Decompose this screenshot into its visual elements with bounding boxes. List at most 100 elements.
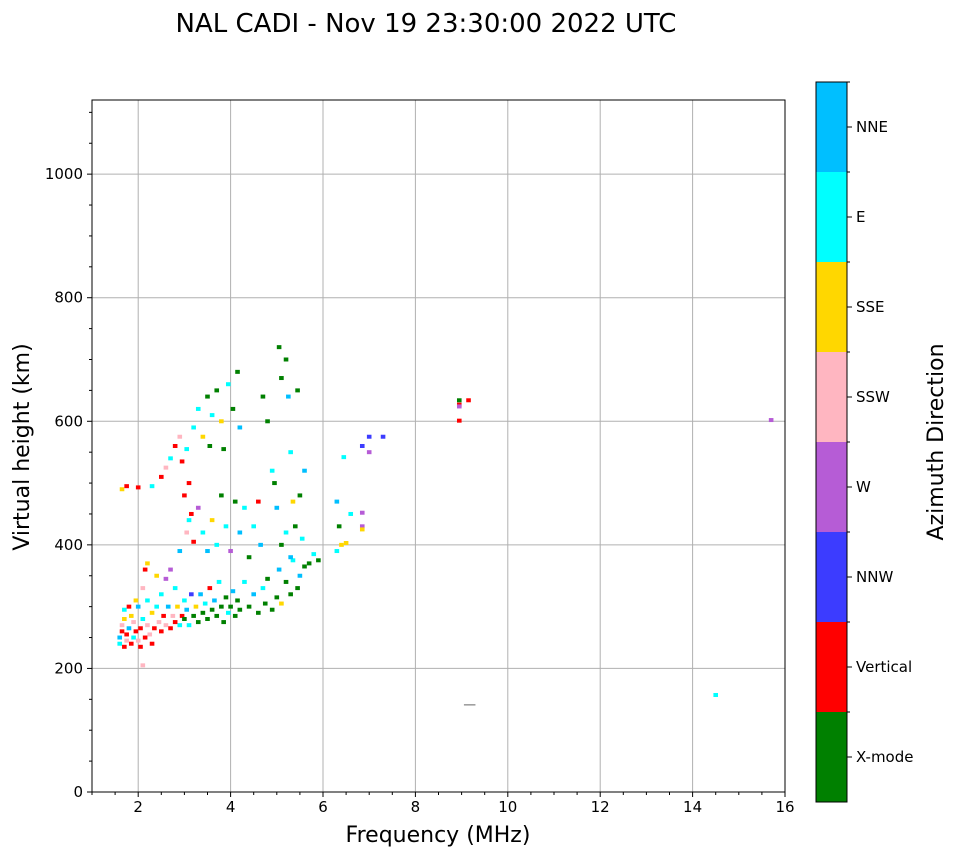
data-point-nne	[126, 626, 132, 631]
data-point-nne	[205, 549, 210, 554]
data-point-nne	[237, 425, 243, 430]
data-point-ssw	[184, 530, 190, 535]
data-point-x-mode	[205, 394, 210, 399]
colorbar-segment-nnw	[816, 532, 847, 622]
data-point-e	[242, 505, 247, 510]
data-point-x-mode	[272, 481, 277, 486]
data-point-e	[186, 518, 192, 523]
x-tick-label: 12	[591, 798, 610, 816]
data-point-e	[195, 406, 201, 411]
data-point-vertical	[142, 635, 148, 640]
data-point-x-mode	[200, 610, 206, 615]
data-point-x-mode	[283, 357, 289, 362]
data-point-sse	[154, 573, 159, 578]
data-point-vertical	[159, 474, 164, 479]
data-point-x-mode	[276, 345, 282, 350]
data-point-w	[195, 505, 201, 510]
data-point-sse	[122, 617, 127, 621]
data-point-vertical	[142, 567, 148, 572]
data-point-x-mode	[237, 607, 243, 612]
colorbar-label-e: E	[856, 208, 865, 226]
data-point-e	[283, 530, 289, 535]
data-point-e	[117, 641, 123, 646]
data-point-vertical	[179, 613, 185, 618]
data-point-e	[202, 601, 208, 606]
data-point-e	[159, 592, 164, 597]
data-point-vertical	[126, 604, 132, 609]
x-tick-label: 2	[133, 798, 143, 816]
data-point-ssw	[163, 465, 169, 470]
data-point-x-mode	[191, 613, 196, 618]
data-point-x-mode	[295, 388, 300, 393]
colorbar-segment-x-mode	[816, 712, 847, 802]
data-point-ssw	[124, 638, 129, 643]
data-point-e	[242, 579, 247, 584]
data-point-sse	[119, 487, 125, 492]
data-point-vertical	[138, 626, 143, 631]
data-point-x-mode	[246, 555, 252, 560]
data-point-e	[341, 455, 347, 460]
data-point-vertical	[133, 629, 139, 634]
y-tick-label: 1000	[45, 165, 83, 183]
data-point-nne	[258, 542, 263, 547]
data-point-e	[713, 692, 718, 697]
data-point-x-mode	[228, 604, 233, 609]
data-point-e	[290, 558, 296, 563]
data-point-e	[260, 586, 266, 591]
data-point-sse	[193, 604, 199, 609]
data-point-x-mode	[265, 419, 270, 424]
data-point-e	[214, 542, 220, 547]
colorbar-label-nnw: NNW	[856, 568, 893, 586]
data-point-nne	[297, 573, 303, 578]
y-tick-label: 600	[54, 412, 83, 430]
data-point-x-mode	[256, 610, 261, 615]
data-point-w	[768, 418, 774, 423]
y-tick-label: 400	[54, 536, 83, 554]
colorbar-segment-ssw	[816, 352, 847, 442]
data-point-x-mode	[223, 595, 229, 600]
data-point-e	[269, 468, 275, 473]
data-point-nne	[184, 607, 190, 612]
data-point-x-mode	[302, 564, 307, 569]
data-point-e	[251, 524, 256, 529]
x-tick-label: 8	[411, 798, 421, 816]
data-point-nne	[165, 604, 171, 609]
data-point-e	[225, 610, 231, 615]
data-point-w	[228, 549, 233, 554]
data-point-x-mode	[182, 617, 187, 621]
colorbar-label-nne: NNE	[856, 118, 888, 136]
data-point-ssw	[147, 632, 153, 637]
data-point-x-mode	[283, 579, 289, 584]
data-point-ssw	[145, 623, 150, 628]
data-point-nne	[237, 530, 243, 535]
data-point-e	[223, 524, 229, 529]
colorbar-label-w: W	[856, 478, 871, 496]
data-point-sse	[128, 613, 134, 618]
data-point-ssw	[140, 586, 146, 591]
x-tick-label: 14	[683, 798, 702, 816]
colorbar-segment-vertical	[816, 622, 847, 712]
x-tick-label: 16	[775, 798, 794, 816]
chart-title: NAL CADI - Nov 19 23:30:00 2022 UTC	[176, 9, 677, 39]
data-point-e	[149, 484, 155, 489]
data-point-vertical	[172, 620, 178, 625]
data-point-e	[348, 511, 354, 516]
data-point-x-mode	[246, 604, 252, 609]
data-point-w	[359, 510, 365, 515]
data-point-x-mode	[336, 524, 342, 529]
data-point-nne	[117, 635, 123, 640]
data-point-vertical	[172, 444, 178, 448]
data-point-x-mode	[292, 524, 298, 529]
data-point-e	[299, 536, 305, 541]
data-points	[117, 345, 774, 706]
data-point-ssw	[119, 623, 125, 628]
data-point-sse	[219, 419, 224, 424]
data-point-x-mode	[274, 595, 280, 600]
y-axis-label: Virtual height (km)	[10, 343, 35, 550]
data-point-x-mode	[205, 617, 210, 621]
data-point-ssw	[135, 638, 141, 643]
data-point-e	[225, 382, 231, 387]
data-point-e	[172, 586, 178, 591]
data-point-x-mode	[306, 561, 312, 566]
